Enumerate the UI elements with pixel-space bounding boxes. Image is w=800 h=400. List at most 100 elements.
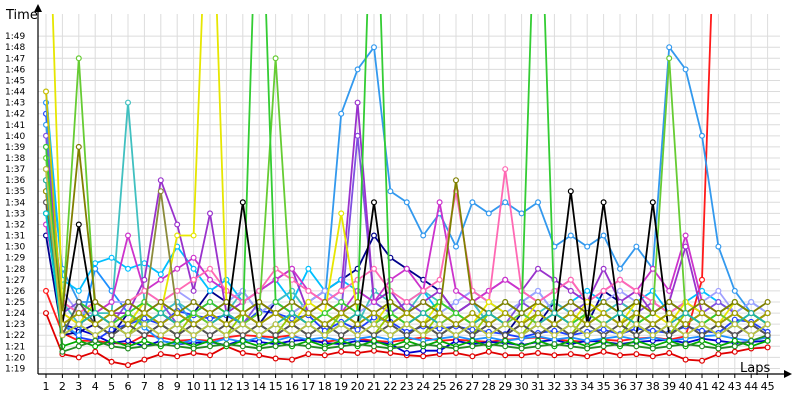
data-point xyxy=(190,232,197,239)
data-point xyxy=(92,321,99,328)
data-point xyxy=(42,166,49,173)
data-point xyxy=(141,287,148,294)
data-point xyxy=(174,310,181,317)
data-point xyxy=(731,332,738,339)
data-point xyxy=(190,321,197,328)
data-point xyxy=(207,310,214,317)
data-point xyxy=(59,332,66,339)
data-point xyxy=(584,287,591,294)
data-point xyxy=(338,321,345,328)
data-point xyxy=(75,143,82,150)
data-point xyxy=(436,332,443,339)
data-point xyxy=(453,345,460,352)
data-point xyxy=(256,352,263,359)
data-point xyxy=(157,271,164,278)
y-tick-label: 1:46 xyxy=(5,65,25,75)
data-point xyxy=(371,44,378,51)
data-point xyxy=(731,321,738,328)
x-tick-label: 40 xyxy=(679,380,693,393)
x-tick-label: 33 xyxy=(564,380,578,393)
data-point xyxy=(338,110,345,117)
data-point xyxy=(239,199,246,206)
data-point xyxy=(371,199,378,206)
x-tick-label: 4 xyxy=(92,380,99,393)
data-point xyxy=(75,337,82,344)
data-point xyxy=(338,287,345,294)
data-point xyxy=(223,321,230,328)
data-point xyxy=(453,177,460,184)
data-point xyxy=(371,321,378,328)
data-point xyxy=(92,299,99,306)
y-axis-label: Time xyxy=(5,8,38,23)
x-tick-label: 17 xyxy=(301,380,315,393)
y-tick-label: 1:45 xyxy=(5,76,25,86)
data-point xyxy=(207,352,214,359)
data-point xyxy=(190,310,197,317)
data-point xyxy=(469,332,476,339)
data-point xyxy=(354,350,361,357)
data-point xyxy=(239,310,246,317)
data-point xyxy=(682,66,689,73)
data-point xyxy=(600,332,607,339)
x-tick-label: 7 xyxy=(141,380,148,393)
data-point xyxy=(321,299,328,306)
data-point xyxy=(682,321,689,328)
x-tick-label: 39 xyxy=(662,380,676,393)
data-point xyxy=(174,287,181,294)
data-point xyxy=(272,337,279,344)
data-point xyxy=(715,351,722,358)
data-point xyxy=(190,265,197,272)
data-point xyxy=(748,321,755,328)
data-point xyxy=(453,287,460,294)
data-point xyxy=(682,232,689,239)
data-point xyxy=(485,210,492,217)
x-tick-label: 16 xyxy=(285,380,299,393)
data-point xyxy=(354,299,361,306)
data-point xyxy=(321,321,328,328)
data-point xyxy=(502,166,509,173)
series-group xyxy=(42,14,771,369)
y-tick-label: 1:41 xyxy=(5,121,25,131)
x-tick-label: 34 xyxy=(580,380,594,393)
data-point xyxy=(354,132,361,139)
x-tick-label: 22 xyxy=(383,380,397,393)
data-point xyxy=(731,299,738,306)
data-point xyxy=(289,321,296,328)
x-tick-label: 29 xyxy=(498,380,512,393)
data-point xyxy=(534,287,541,294)
y-tick-label: 1:44 xyxy=(5,88,25,98)
series-26 xyxy=(42,188,771,328)
data-point xyxy=(682,310,689,317)
data-point xyxy=(534,321,541,328)
data-point xyxy=(567,310,574,317)
data-point xyxy=(157,177,164,184)
data-point xyxy=(731,337,738,344)
y-tick-label: 1:42 xyxy=(5,110,25,120)
data-point xyxy=(403,310,410,317)
x-tick-label: 15 xyxy=(269,380,283,393)
data-point xyxy=(485,341,492,348)
x-tick-label: 13 xyxy=(236,380,250,393)
data-point xyxy=(239,350,246,357)
data-point xyxy=(420,287,427,294)
data-point xyxy=(141,337,148,344)
y-tick-label: 1:39 xyxy=(5,143,25,153)
x-tick-label: 6 xyxy=(125,380,132,393)
data-point xyxy=(141,315,148,322)
data-point xyxy=(649,199,656,206)
data-point xyxy=(174,321,181,328)
x-tick-label: 3 xyxy=(75,380,82,393)
data-point xyxy=(207,265,214,272)
y-tick-label: 1:33 xyxy=(5,209,25,219)
data-point xyxy=(75,343,82,350)
data-point xyxy=(616,341,623,348)
data-point xyxy=(534,343,541,350)
data-point xyxy=(666,287,673,294)
data-point xyxy=(600,199,607,206)
data-point xyxy=(666,55,673,62)
x-tick-label: 2 xyxy=(59,380,66,393)
x-axis-arrow xyxy=(784,370,792,378)
data-point xyxy=(403,299,410,306)
data-point xyxy=(75,310,82,317)
y-tick-label: 1:24 xyxy=(5,309,25,319)
